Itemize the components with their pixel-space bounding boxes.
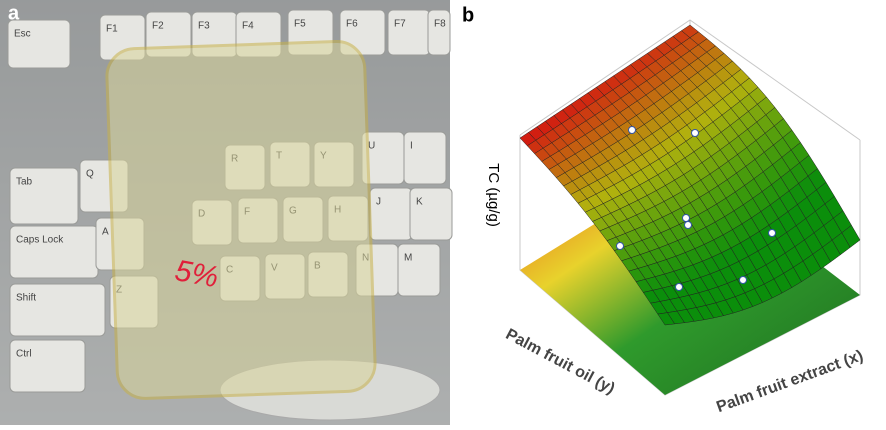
key-label: F4 [242, 21, 254, 32]
key-label: Ctrl [16, 349, 32, 360]
key-label: Caps Lock [16, 235, 64, 246]
key [388, 10, 430, 55]
key [428, 10, 450, 55]
key-label: F1 [106, 24, 118, 35]
panel-label: b [462, 4, 474, 26]
key-label: J [376, 197, 381, 208]
key-label: Esc [14, 29, 31, 40]
key-label: F3 [198, 21, 210, 32]
key [8, 20, 70, 68]
key-label: Shift [16, 293, 36, 304]
key-label: Q [86, 169, 94, 180]
point [617, 243, 624, 250]
point [629, 127, 636, 134]
panel-label: a [8, 2, 20, 24]
point [685, 222, 692, 229]
key-label: F7 [394, 19, 406, 30]
point [692, 130, 699, 137]
key-label: K [416, 197, 423, 208]
panel-a: Esc F1 F2 F3 F4 F5 F6 F7 F8 Tab Caps Lock Shift Ctrl… [0, 0, 452, 425]
key-label: A [102, 227, 109, 238]
page: Esc F1 F2 F3 F4 F5 F6 F7 F8 Tab Caps Lock Shift Ctrl… [0, 0, 886, 425]
key-label: F8 [434, 19, 446, 30]
point [740, 277, 747, 284]
key-label: I [410, 141, 413, 152]
key-label: Tab [16, 177, 33, 188]
key-label: M [404, 253, 412, 264]
gel-film [106, 41, 376, 400]
key-label: F5 [294, 19, 306, 30]
key-label: F6 [346, 19, 358, 30]
point [676, 284, 683, 291]
point [769, 230, 776, 237]
key-label: F2 [152, 21, 164, 32]
point [683, 215, 690, 222]
panel-b: TC (µg/g) Palm fruit oil (y) Palm fruit … [462, 4, 866, 416]
z-axis-label: TC (µg/g) [485, 163, 502, 227]
figure: Esc F1 F2 F3 F4 F5 F6 F7 F8 Tab Caps Lock Shift Ctrl… [0, 0, 886, 425]
